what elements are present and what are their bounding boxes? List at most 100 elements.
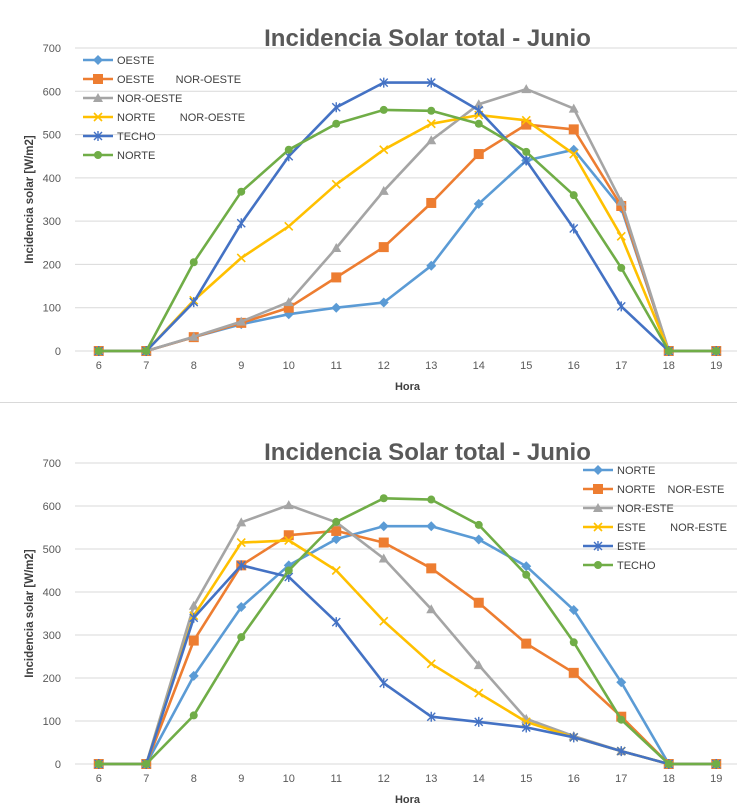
bottom-point-4-5 <box>331 617 341 628</box>
bottom-xtick-9: 9 <box>238 773 244 785</box>
top-legend-marker-5 <box>94 151 102 159</box>
bottom-point-5-12 <box>664 760 673 768</box>
top-ytick-700: 700 <box>43 43 61 55</box>
bottom-series-line-0 <box>98 524 717 766</box>
bottom-point-4-10 <box>569 732 579 743</box>
bottom-ytick-200: 200 <box>43 673 61 685</box>
bottom-point-1-2 <box>188 635 199 646</box>
top-point-5-13 <box>712 347 721 355</box>
top-point-2-8 <box>473 99 484 109</box>
bottom-legend-label-0: NORTE <box>617 465 655 477</box>
top-legend-label-5: NORTE <box>117 150 155 162</box>
top-point-0-6 <box>378 297 389 308</box>
top-point-5-2 <box>189 258 198 267</box>
top-xtick-14: 14 <box>473 360 485 372</box>
bottom-point-5-11 <box>617 715 626 724</box>
top-legend-label-2: NOR-OESTE <box>117 93 182 105</box>
top-series-2 <box>93 84 722 355</box>
top-xtick-13: 13 <box>425 360 437 372</box>
top-point-2-10 <box>568 103 579 113</box>
top-point-5-3 <box>237 187 246 196</box>
top-series-line-4 <box>98 81 717 353</box>
top-ytick-0: 0 <box>55 346 61 358</box>
bottom-point-0-5 <box>331 534 342 545</box>
bottom-point-2-6 <box>378 553 389 563</box>
bottom-legend-label-3: ESTE NOR-ESTE <box>617 522 727 534</box>
top-xtick-10: 10 <box>283 360 295 372</box>
top-xtick-6: 6 <box>96 360 102 372</box>
bottom-xtick-18: 18 <box>663 773 675 785</box>
bottom-point-5-3 <box>237 633 246 642</box>
bottom-point-5-0 <box>94 760 103 768</box>
top-point-2-2 <box>188 331 199 341</box>
bottom-point-0-11 <box>616 677 627 688</box>
top-xtick-9: 9 <box>238 360 244 372</box>
top-point-4-2 <box>189 297 199 308</box>
top-point-2-4 <box>283 297 294 307</box>
top-point-5-8 <box>474 119 483 128</box>
top-legend: OESTE OESTE NOR-OESTE NOR-OESTE NORTE NOR-O… <box>83 55 245 162</box>
bottom-point-0-8 <box>473 534 484 545</box>
top-point-5-0 <box>94 347 103 355</box>
top-legend-marker-4 <box>93 131 103 141</box>
top-xtick-7: 7 <box>143 360 149 372</box>
bottom-point-0-7 <box>426 521 437 532</box>
top-legend-marker-1 <box>93 74 103 84</box>
bottom-point-1-9 <box>521 638 532 649</box>
bottom-legend-marker-0 <box>593 465 603 475</box>
bottom-legend-marker-2 <box>593 503 603 512</box>
bottom-ytick-0: 0 <box>55 759 61 771</box>
top-point-1-10 <box>568 124 579 135</box>
top-point-1-11 <box>616 200 627 211</box>
top-xtick-16: 16 <box>568 360 580 372</box>
bottom-point-1-6 <box>378 537 389 548</box>
bottom-point-5-9 <box>522 570 531 579</box>
top-point-5-12 <box>664 347 673 355</box>
top-series-line-5 <box>98 108 717 353</box>
top-series-1 <box>93 119 722 356</box>
bottom-ytick-500: 500 <box>43 544 61 556</box>
chart-top-svg: Incidencia Solar total - Junio0100200300… <box>24 25 737 393</box>
bottom-point-1-4 <box>283 530 294 541</box>
bottom-ytick-300: 300 <box>43 630 61 642</box>
top-ytick-300: 300 <box>43 216 61 228</box>
top-series-5 <box>94 105 721 355</box>
top-legend-label-1: OESTE NOR-OESTE <box>117 74 241 86</box>
bottom-ytick-700: 700 <box>43 458 61 470</box>
chart-separator <box>0 402 737 403</box>
bottom-legend-marker-1 <box>593 484 603 494</box>
bottom-legend-marker-5 <box>594 561 602 569</box>
top-point-2-5 <box>331 242 342 252</box>
bottom-xtick-6: 6 <box>96 773 102 785</box>
top-point-4-9 <box>521 155 531 166</box>
top-point-3-9 <box>521 115 531 125</box>
bottom-point-0-6 <box>378 521 389 532</box>
bottom-ytick-600: 600 <box>43 501 61 513</box>
top-point-1-4 <box>283 302 294 313</box>
top-point-0-8 <box>473 198 484 209</box>
top-legend-marker-3 <box>93 112 103 122</box>
top-point-2-7 <box>426 135 437 145</box>
bottom-point-3-5 <box>331 565 341 576</box>
top-point-5-7 <box>427 106 436 115</box>
top-xtick-15: 15 <box>520 360 532 372</box>
bottom-xtick-19: 19 <box>710 773 722 785</box>
top-xlabel: Hora <box>395 381 421 393</box>
bottom-point-5-1 <box>142 760 151 768</box>
bottom-point-4-9 <box>521 722 531 733</box>
top-legend-label-3: NORTE NOR-OESTE <box>117 112 245 124</box>
top-xtick-11: 11 <box>331 360 342 372</box>
bottom-xtick-13: 13 <box>425 773 437 785</box>
bottom-series-line-1 <box>98 529 717 766</box>
bottom-point-3-8 <box>474 688 484 698</box>
top-point-4-8 <box>474 105 484 116</box>
bottom-point-4-11 <box>616 746 626 757</box>
bottom-xtick-11: 11 <box>331 773 342 785</box>
chart-bottom-svg: Incidencia Solar total - Junio 0 100 200 300… <box>24 439 737 806</box>
top-point-2-11 <box>616 196 627 206</box>
bottom-point-1-8 <box>473 597 484 608</box>
bottom-legend-label-4: ESTE <box>617 541 646 553</box>
bottom-point-1-7 <box>426 563 437 574</box>
bottom-point-5-10 <box>569 638 578 647</box>
top-point-3-10 <box>569 149 579 159</box>
